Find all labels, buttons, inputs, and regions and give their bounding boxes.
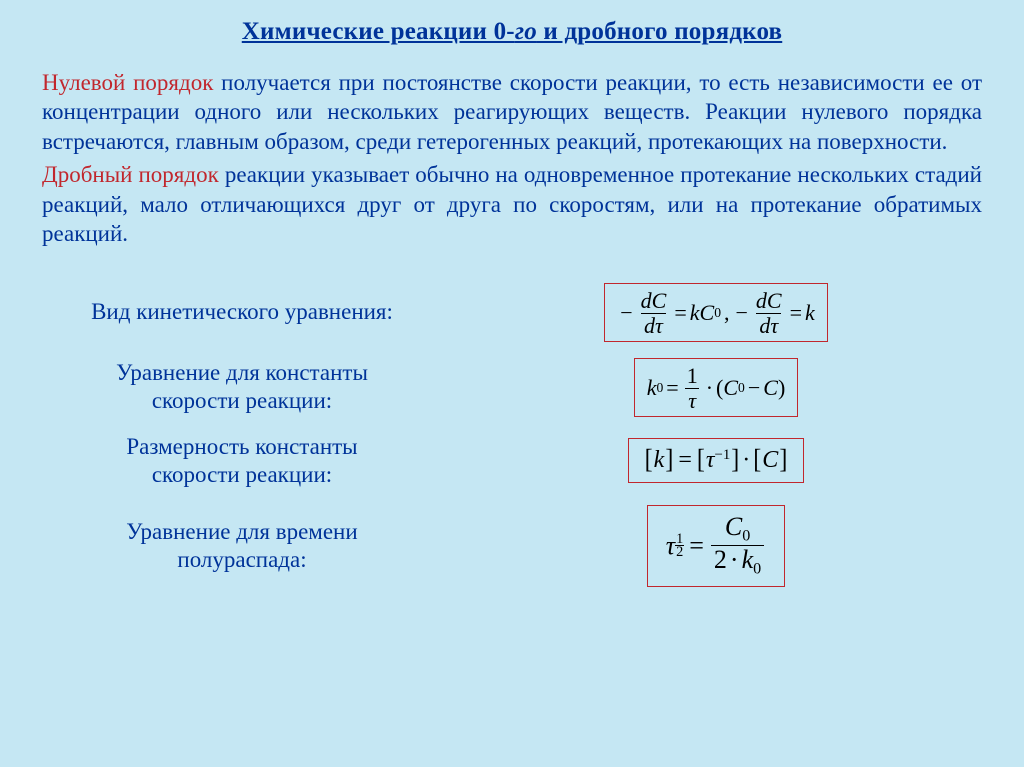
eq-kinetic: − dC dτ = kC0,− dC dτ = k <box>604 283 828 342</box>
label-half-life: Уравнение для времени полураспада: <box>42 518 450 574</box>
eq-rate-constant: k0 = 1 τ ·(C0−C) <box>634 358 799 417</box>
label-rate-constant: Уравнение для константы скорости реакции… <box>42 359 450 415</box>
row-dimension: Размерность константы скорости реакции: … <box>42 433 982 489</box>
title-part-c: и дробного порядков <box>537 18 782 45</box>
highlight-1: Нулевой порядок <box>42 70 213 95</box>
title-part-a: Химические реакции 0- <box>242 18 515 45</box>
paragraph-2: Дробный порядок реакции указывает обычно… <box>42 160 982 248</box>
label-kinetic: Вид кинетического уравнения: <box>42 298 450 326</box>
highlight-2: Дробный порядок <box>42 162 219 187</box>
page-title: Химические реакции 0-го и дробного поряд… <box>42 18 982 46</box>
eq-dimension: k = τ−1 · C <box>628 438 805 483</box>
title-part-b: го <box>515 18 537 45</box>
eq-half-life: τ12 = C0 2·k0 <box>647 505 785 588</box>
label-dimension: Размерность константы скорости реакции: <box>42 433 450 489</box>
row-kinetic-eq: Вид кинетического уравнения: − dC dτ = k… <box>42 283 982 342</box>
row-half-life: Уравнение для времени полураспада: τ12 =… <box>42 505 982 588</box>
paragraph-1: Нулевой порядок получается при постоянст… <box>42 68 982 156</box>
row-rate-constant: Уравнение для константы скорости реакции… <box>42 358 982 417</box>
